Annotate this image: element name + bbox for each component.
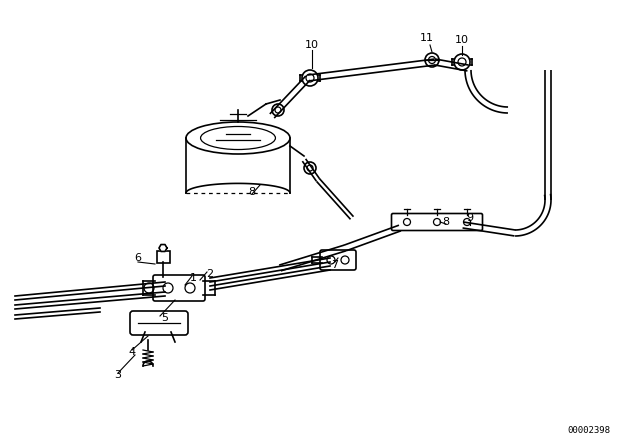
- Text: 2: 2: [207, 269, 214, 279]
- Text: 5: 5: [161, 313, 168, 323]
- Text: 10: 10: [305, 40, 319, 50]
- Text: 9: 9: [467, 213, 474, 223]
- Text: 4: 4: [129, 347, 136, 357]
- Polygon shape: [159, 245, 167, 251]
- Text: 1: 1: [189, 273, 196, 283]
- Text: 8: 8: [442, 217, 449, 227]
- Text: 10: 10: [455, 35, 469, 45]
- Text: 11: 11: [420, 33, 434, 43]
- Text: 6: 6: [134, 253, 141, 263]
- Text: 3: 3: [115, 370, 122, 380]
- Text: 7: 7: [332, 260, 339, 270]
- Text: 8: 8: [248, 187, 255, 197]
- Text: 00002398: 00002398: [567, 426, 610, 435]
